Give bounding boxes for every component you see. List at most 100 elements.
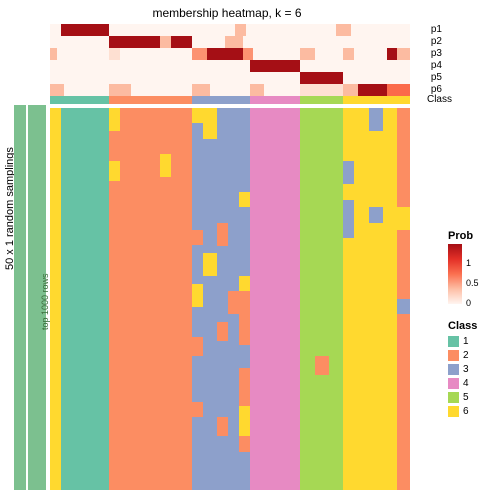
p-row-label: p1 [431,24,442,36]
heatmap-segment [228,314,239,490]
prob-cell [131,84,192,96]
prob-row [50,84,410,96]
legend-prob-tick: 1 [466,258,479,278]
prob-cell [192,84,210,96]
probability-heatmap [50,24,410,96]
chart-title: membership heatmap, k = 6 [0,6,454,20]
heatmap-segment [192,123,203,230]
class-cell [109,96,192,104]
left-annotation-bar-1 [14,105,26,490]
heatmap-segment [239,192,250,207]
prob-row [50,48,410,60]
legend-swatch [448,350,459,361]
p-row-labels: p1p2p3p4p5p6 [431,24,442,96]
heatmap-segment [369,223,383,490]
prob-cell [210,84,250,96]
heatmap-segment [160,108,171,154]
prob-cell [315,48,344,60]
prob-cell [235,24,246,36]
legend-label: 6 [463,406,469,417]
legend-prob-title: Prob [448,230,498,242]
prob-cell [300,48,314,60]
heatmap-column [171,108,193,490]
heatmap-segment [217,246,228,322]
prob-cell [358,84,387,96]
heatmap-segment [239,452,250,490]
legend-class-item: 3 [448,362,498,376]
legend-class-item: 5 [448,390,498,404]
legend-prob-tick: 0.5 [466,278,479,298]
class-cell [192,96,250,104]
prob-cell [387,84,410,96]
prob-cell [351,24,410,36]
heatmap-segment [192,356,203,402]
heatmap-segment [203,139,217,254]
class-cell [343,96,410,104]
heatmap-column [109,108,120,490]
class-strip-label: Class [427,94,452,105]
heatmap-segment [250,108,300,490]
p-row-label: p4 [431,60,442,72]
heatmap-segment [228,108,239,291]
prob-cell [57,48,109,60]
heatmap-column [239,108,250,490]
legend-prob-ticks: 10.50 [466,258,479,318]
legend-class-title: Class [448,320,498,332]
legend-class-item: 4 [448,376,498,390]
heatmap-segment [239,345,250,368]
prob-cell [250,60,300,72]
prob-cell [109,36,159,48]
heatmap-segment [397,207,410,230]
heatmap-column [369,108,383,490]
heatmap-segment [50,108,61,490]
heatmap-column [192,108,203,490]
legend-class-item: 2 [448,348,498,362]
prob-cell [300,60,410,72]
p-row-label: p3 [431,48,442,60]
prob-cell [109,24,235,36]
prob-cell [50,48,57,60]
prob-row [50,36,410,48]
legend-class-item: 6 [448,404,498,418]
heatmap-column [250,108,300,490]
heatmap-segment [228,291,239,314]
heatmap-segment [239,291,250,344]
heatmap-segment [397,299,410,314]
prob-cell [61,24,110,36]
heatmap-column [300,108,314,490]
heatmap-segment [192,337,203,356]
p-row-label: p5 [431,72,442,84]
class-cell [250,96,300,104]
prob-cell [192,36,224,48]
prob-cell [160,36,171,48]
legend-label: 4 [463,378,469,389]
legend-swatch [448,364,459,375]
legend-swatch [448,392,459,403]
heatmap-segment [109,181,120,490]
heatmap-segment [369,108,383,131]
heatmap-segment [192,402,203,417]
heatmap-segment [397,108,410,207]
legend-swatch [448,406,459,417]
heatmap-segment [315,375,329,490]
heatmap-segment [343,108,354,161]
prob-cell [109,84,131,96]
heatmap-segment [217,223,228,246]
prob-cell [387,48,398,60]
legend-label: 2 [463,350,469,361]
heatmap-column [50,108,61,490]
legend-class: Class 123456 [448,320,498,418]
prob-cell [171,36,193,48]
heatmap-segment [239,406,250,437]
legend-prob-tick: 0 [466,298,479,318]
prob-cell [243,36,410,48]
heatmap-column [315,108,329,490]
heatmap-segment [192,284,203,307]
legend-swatch [448,378,459,389]
heatmap-segment [171,108,193,490]
heatmap-segment [397,314,410,490]
heatmap-column [329,108,343,490]
legend-swatch [448,336,459,347]
heatmap-segment [343,238,354,490]
heatmap-segment [192,307,203,338]
